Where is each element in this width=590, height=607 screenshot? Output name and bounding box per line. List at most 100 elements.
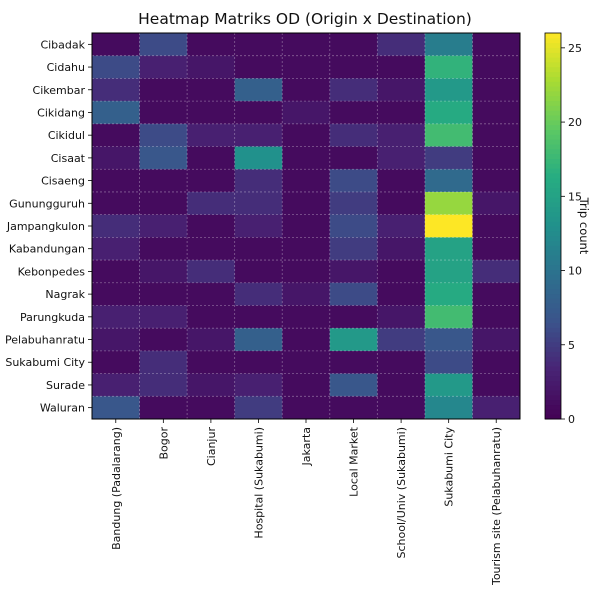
heatmap-cell [139,169,188,193]
heatmap-cell [377,169,426,193]
heatmap-cell [234,78,283,102]
x-tick-label: Sukabumi City [443,427,456,507]
heatmap-cell [187,191,236,216]
heatmap-cell [92,328,140,352]
colorbar-segment [545,346,561,352]
colorbar-segment [545,356,561,362]
colorbar-segment [545,110,561,116]
colorbar-segment [545,269,561,275]
heatmap-cell [187,214,236,238]
colorbar-segment [545,134,561,140]
colorbar-label: Trip count [577,197,590,255]
heatmap-cell [234,237,283,261]
y-tick-label: Cibadak [40,38,85,51]
heatmap-cells [92,33,521,420]
colorbar-segment [545,105,561,111]
colorbar-segment [545,95,561,102]
colorbar-segment [545,86,561,92]
colorbar-segment [545,115,561,121]
heatmap-cell [92,191,140,216]
colorbar-tick-label: 25 [568,42,582,55]
heatmap-cell [424,78,473,102]
y-axis-labels: Cibadak Cidahu Cikembar Cikidang Cikidul Cisa… [5,38,92,415]
colorbar-segment [545,312,561,319]
heatmap-cell [282,282,331,306]
heatmap-cell [139,33,188,57]
heatmap-cell [329,78,378,102]
x-tick-label: Local Market [348,426,361,497]
heatmap-cell [282,305,331,329]
heatmap-cell [187,260,236,284]
colorbar-segment [545,201,561,208]
colorbar-segment [545,37,561,44]
x-tick-label: Bandung (Padalarang) [110,427,123,550]
y-tick-label: Cisaat [51,152,86,165]
heatmap-cell [472,373,521,397]
heatmap-cell [234,33,283,57]
heatmap-cell [234,101,283,125]
heatmap-cell [472,78,521,102]
heatmap-cell [472,123,521,147]
heatmap-cell [377,214,426,238]
heatmap-cell [377,373,426,397]
heatmap-cell [234,55,283,79]
y-tick-label: Surade [46,379,85,392]
heatmap-cell [92,55,140,79]
colorbar-segment [545,235,561,241]
y-tick-label: Sukabumi City [5,356,85,369]
heatmap-cell [377,146,426,170]
colorbar-segment [545,100,561,106]
heatmap-cell [377,396,426,420]
heatmap-cell [424,191,473,216]
heatmap-cell [472,191,521,216]
heatmap-cell [329,237,378,261]
colorbar-segment [545,90,561,97]
heatmap-cell [377,101,426,125]
heatmap-cell [139,237,188,261]
heatmap-cell [92,123,140,147]
heatmap-cell [92,305,140,329]
heatmap-cell [282,123,331,147]
y-tick-label: Waluran [40,402,85,415]
heatmap-cell [92,33,140,57]
colorbar-segment [545,47,561,53]
heatmap-cell [234,350,283,374]
heatmap-cell [377,328,426,352]
colorbar-segment [545,206,561,213]
colorbar-segment [545,66,561,73]
heatmap-cell [424,260,473,284]
y-tick-label: Kabandungan [9,243,85,256]
colorbar-segment [545,211,561,217]
y-tick-label: Cikidang [37,106,85,119]
colorbar-segment [545,197,561,203]
heatmap-cell [282,146,331,170]
y-tick-label: Parungkuda [20,311,85,324]
colorbar-segment [545,230,561,237]
colorbar-segment [545,390,561,396]
heatmap-cell [329,55,378,79]
heatmap-cell [282,328,331,352]
heatmap-cell [377,305,426,329]
heatmap-cell [92,350,140,374]
colorbar-segment [545,57,561,63]
colorbar-segment [545,71,561,77]
heatmap-cell [187,169,236,193]
colorbar-segment [545,404,561,410]
colorbar-segment [545,177,561,184]
colorbar-segment [545,61,561,68]
heatmap-cell [472,146,521,170]
colorbar-tick-label: 5 [568,339,575,352]
colorbar-tick-label: 0 [568,413,575,426]
colorbar-segment [545,81,561,87]
heatmap-cell [377,260,426,284]
heatmap-cell [329,373,378,397]
colorbar-segment [545,322,561,328]
colorbar-segment [545,250,561,256]
heatmap-cell [92,282,140,306]
heatmap-cell [282,373,331,397]
heatmap-cell [329,350,378,374]
heatmap-cell [187,396,236,420]
heatmap-cell [424,305,473,329]
heatmap-cell [139,350,188,374]
colorbar-segment [545,245,561,251]
